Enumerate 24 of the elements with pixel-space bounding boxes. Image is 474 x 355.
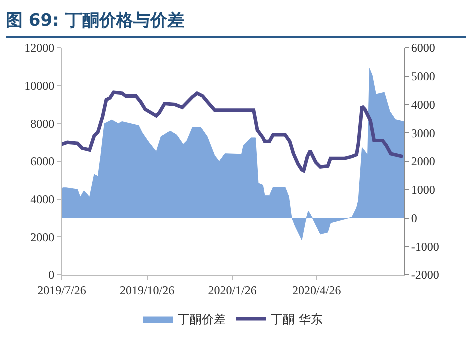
x-tick-label: 2019/7/26: [38, 283, 86, 298]
y2-tick-label: 5000: [411, 70, 436, 84]
y2-tick-label: -2000: [411, 268, 440, 282]
y-tick-label: 12000: [24, 41, 55, 56]
y2-tick-label: 4000: [411, 98, 436, 112]
y-tick-label: 2000: [30, 230, 55, 244]
y2-tick-label: 6000: [411, 41, 436, 56]
y2-tick-label: 1000: [411, 183, 436, 198]
y2-tick-label: 0: [411, 211, 418, 226]
legend-label: 丁酮 华东: [271, 312, 323, 327]
y-tick-label: 4000: [30, 192, 55, 207]
y-tick-label: 8000: [30, 116, 55, 131]
y-tick-label: 10000: [24, 79, 55, 94]
y2-tick-label: 3000: [411, 126, 436, 140]
y2-tick-label: 2000: [411, 154, 436, 169]
x-tick-label: 2020/1/26: [208, 283, 257, 298]
x-tick-label: 2019/10/26: [120, 283, 175, 298]
legend-label: 丁酮价差: [178, 312, 226, 327]
line-series: [62, 90, 404, 173]
chart-title: 图 69: 丁酮价格与价差: [6, 6, 466, 38]
y2-tick-label: -1000: [411, 240, 440, 254]
x-tick-label: 2020/4/26: [292, 283, 342, 298]
y-tick-label: 0: [48, 268, 55, 282]
y-tick-label: 6000: [30, 154, 55, 169]
